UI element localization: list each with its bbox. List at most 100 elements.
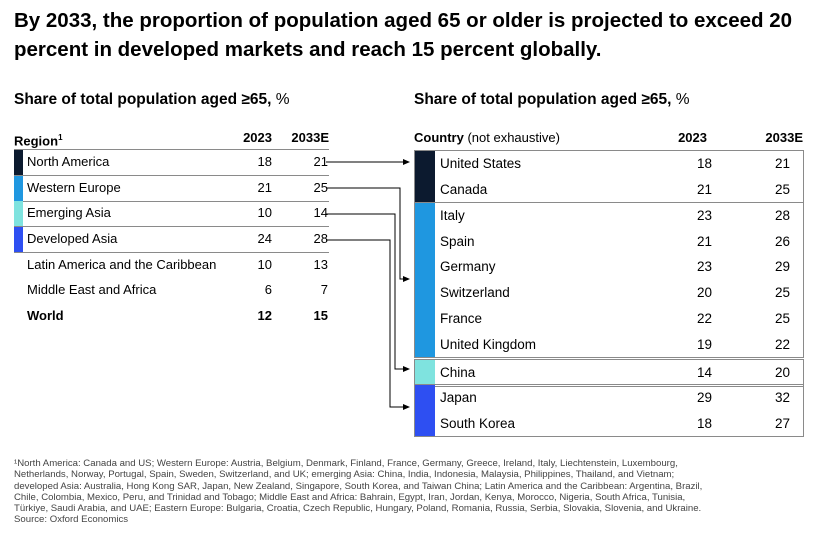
country-row-united-kingdom: United Kingdom 19 22 [415, 332, 803, 358]
chart-title: By 2033, the proportion of population ag… [14, 9, 793, 61]
country-name: Spain [440, 234, 475, 249]
value-2033e: 15 [313, 308, 328, 323]
value-2033e: 21 [313, 154, 328, 169]
value-2023: 18 [696, 156, 712, 171]
value-2023: 29 [696, 390, 712, 405]
value-2033e: 29 [774, 259, 790, 274]
region-name: Western Europe [27, 180, 121, 195]
country-header-label: Country [414, 130, 464, 145]
value-2033e: 26 [774, 234, 790, 249]
country-name: Italy [440, 208, 465, 223]
left-subtitle-text: Share of total population aged ≥65, [14, 91, 272, 108]
value-2023: 23 [696, 208, 712, 223]
left-subtitle-unit: % [271, 91, 290, 108]
region-row-world: World 12 15 [14, 304, 329, 329]
region-swatch [14, 150, 23, 175]
group-swatch [415, 203, 435, 357]
country-name: United Kingdom [440, 337, 537, 352]
footnote: ¹North America: Canada and US; Western E… [14, 458, 814, 526]
country-row-china: China 14 20 [415, 360, 803, 386]
value-2023: 6 [264, 282, 272, 297]
region-name: Middle East and Africa [27, 282, 157, 297]
region-name: World [27, 308, 64, 323]
region-column-header: Region1 [14, 130, 63, 149]
region-row-north-america: North America 18 21 [14, 150, 329, 175]
country-name: South Korea [440, 416, 516, 431]
source-note: Source: Oxford Economics [14, 514, 129, 526]
right-2033-header: 2033E [765, 130, 803, 145]
region-header-footnote-mark: 1 [58, 133, 63, 142]
value-2023: 18 [257, 154, 272, 169]
country-header-note: (not exhaustive) [463, 130, 560, 145]
country-name: Canada [440, 182, 488, 197]
arrowhead-emerging-asia [403, 366, 410, 372]
arrowhead-western-europe [403, 276, 410, 282]
right-subtitle: Share of total population aged ≥65, % [414, 90, 690, 110]
region-row-western-europe: Western Europe 21 25 [14, 176, 329, 201]
value-2033e: 25 [774, 285, 790, 300]
left-2023-header: 2023 [243, 130, 272, 145]
footnote-line: Chile, Colombia, Mexico, Peru, and Trini… [14, 491, 686, 503]
footnote-line: developed Asia: Australia, Hong Kong SAR… [14, 480, 703, 492]
region-swatch [14, 201, 23, 226]
region-row-divider [14, 252, 329, 253]
footnote-line: Netherlands, Norway, Portugal, Spain, Sw… [14, 469, 675, 481]
region-row-divider [14, 201, 329, 202]
country-row-switzerland: Switzerland 20 25 [415, 280, 803, 306]
country-name: Germany [440, 259, 496, 274]
value-2033e: 28 [774, 208, 790, 223]
value-2023: 18 [696, 416, 712, 431]
country-name: France [440, 311, 483, 326]
country-row-japan: Japan 29 32 [415, 385, 803, 411]
right-subtitle-unit: % [671, 91, 690, 108]
country-row-italy: Italy 23 28 [415, 203, 803, 229]
group-swatch [415, 385, 435, 436]
region-swatch [14, 227, 23, 252]
country-group-developed-asia: Japan 29 32 South Korea 18 27 [414, 384, 804, 437]
region-row-emerging-asia: Emerging Asia 10 14 [14, 201, 329, 226]
region-row-divider [14, 175, 329, 176]
country-group-western-europe: Italy 23 28 Spain 21 26 Germany 23 29 Switzerland… [414, 202, 804, 358]
arrowhead-north-america [403, 159, 410, 165]
country-row-united-states: United States 18 21 [415, 151, 803, 177]
value-2023: 12 [257, 308, 272, 323]
country-row-south-korea: South Korea 18 27 [415, 411, 803, 437]
footnote-lines: ¹North America: Canada and US; Western E… [14, 458, 814, 514]
value-2023: 10 [257, 205, 272, 220]
left-header-rule [14, 149, 329, 150]
value-2023: 14 [696, 365, 712, 380]
region-swatch [14, 176, 23, 201]
group-swatch [415, 151, 435, 202]
footnote-line: Türkiye, Saudi Arabia, and UAE; Eastern … [14, 503, 702, 515]
arrowhead-developed-asia [403, 404, 410, 410]
value-2033e: 25 [774, 182, 790, 197]
value-2033e: 14 [313, 205, 328, 220]
value-2033e: 20 [774, 365, 790, 380]
group-swatch [415, 360, 435, 386]
country-row-canada: Canada 21 25 [415, 177, 803, 203]
connector-emerging-asia [326, 213, 404, 370]
value-2033e: 7 [320, 282, 328, 297]
value-2023: 22 [696, 311, 712, 326]
region-row-divider [14, 226, 329, 227]
country-row-spain: Spain 21 26 [415, 229, 803, 255]
value-2033e: 22 [774, 337, 790, 352]
region-row-developed-asia: Developed Asia 24 28 [14, 227, 329, 252]
value-2033e: 21 [774, 156, 790, 171]
value-2023: 23 [696, 259, 712, 274]
value-2033e: 13 [313, 257, 328, 272]
left-subtitle: Share of total population aged ≥65, % [14, 90, 290, 110]
value-2023: 20 [696, 285, 712, 300]
connector-developed-asia [326, 239, 404, 408]
country-name: China [440, 365, 476, 380]
value-2023: 21 [257, 180, 272, 195]
value-2023: 21 [696, 182, 712, 197]
value-2023: 21 [696, 234, 712, 249]
country-name: Japan [440, 390, 477, 405]
country-name: Switzerland [440, 285, 510, 300]
region-row-middle-east-and-africa: Middle East and Africa 6 7 [14, 278, 329, 303]
value-2033e: 32 [774, 390, 790, 405]
country-column-header: Country (not exhaustive) [414, 130, 560, 146]
region-row-latin-america-and-the-caribbean: Latin America and the Caribbean 10 13 [14, 253, 329, 278]
